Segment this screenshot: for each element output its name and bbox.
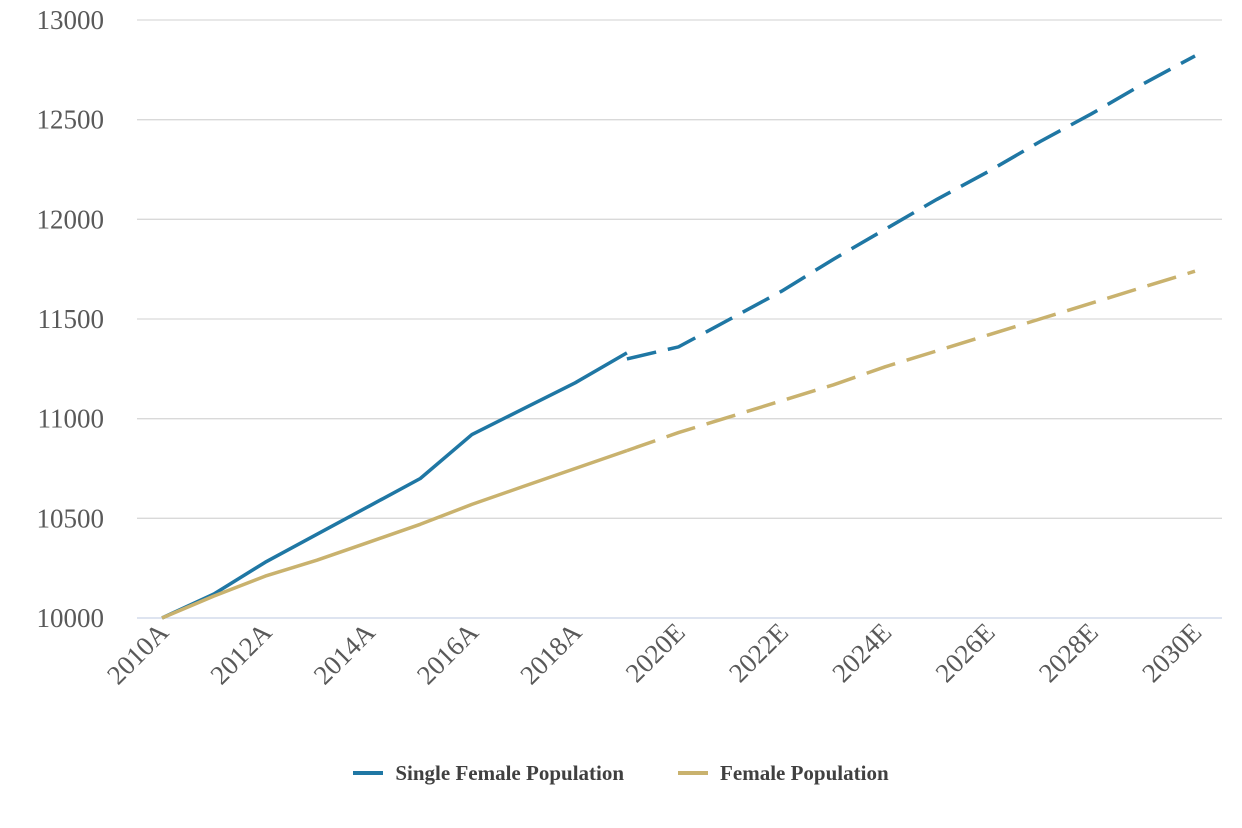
y-tick-label: 11500 [38,304,105,334]
gridlines [137,19,1222,619]
legend-swatch-female [678,771,709,775]
x-tick-label: 2016A [411,617,485,691]
series-line-single-female-forecast [626,54,1196,361]
series-lines [161,54,1196,620]
x-tick-label: 2014A [308,617,382,691]
x-tick-label: 2026E [930,617,1001,688]
x-axis-ticks: 2010A 2012A 2014A 2016A 2018A 2020E 2022E 2024E… [101,617,1207,691]
y-tick-label: 12500 [37,105,105,135]
y-tick-label: 12000 [37,204,105,234]
x-tick-label: 2012A [204,617,278,691]
x-tick-label: 2024E [826,617,897,688]
y-tick-label: 10500 [37,503,105,533]
x-tick-label: 2018A [514,617,588,691]
x-tick-label: 2030E [1136,617,1207,688]
series-line-female-actual [161,448,628,620]
x-tick-label: 2022E [723,617,794,688]
legend-label-female: Female Population [720,760,889,785]
legend-item-single-female: Single Female Population [353,761,624,786]
legend-swatch-single-female [353,771,384,775]
series-line-single-female-actual [161,351,628,620]
legend-label-single-female: Single Female Population [395,760,625,785]
x-tick-label: 2020E [620,617,691,688]
y-axis-ticks: 10000 10500 11000 11500 12000 12500 13000 [37,5,105,633]
x-tick-label: 2010A [101,617,175,691]
y-tick-label: 13000 [37,5,105,35]
series-line-female-forecast [626,269,1196,453]
y-tick-label: 11000 [38,404,105,434]
legend-item-female: Female Population [678,761,889,786]
y-tick-label: 10000 [37,603,105,633]
x-tick-label: 2028E [1033,617,1104,688]
legend: Single Female Population Female Populati… [0,758,1242,788]
